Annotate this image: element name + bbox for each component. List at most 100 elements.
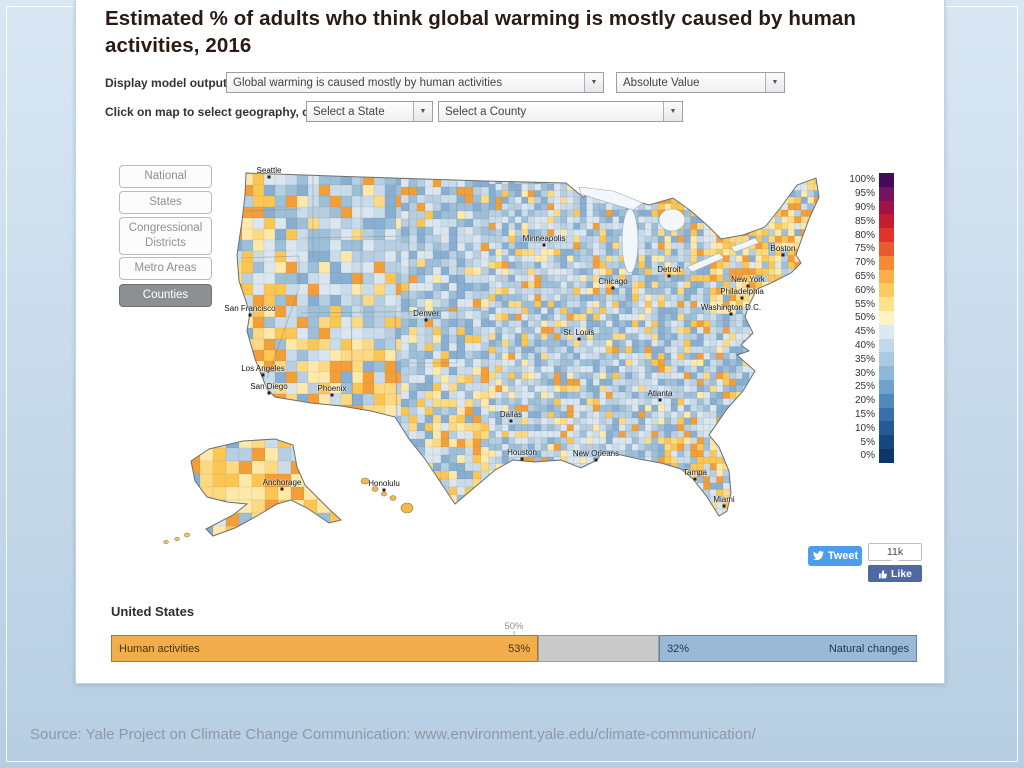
legend-entry-label: 100% [849,174,875,186]
legend-entry: 40% [839,338,894,353]
legend-entry-label: 75% [854,243,875,255]
legend-color-swatch [879,421,894,436]
legend-entry: 90% [839,200,894,215]
chevron-down-icon[interactable]: ▼ [765,73,784,92]
alaska-county-mosaic [191,439,341,536]
legend-entry: 25% [839,379,894,394]
legend-entry: 35% [839,352,894,367]
source-attribution: Source: Yale Project on Climate Change C… [30,726,756,743]
legend-color-swatch [879,241,894,256]
model-output-select[interactable]: Global warming is caused mostly by human… [226,72,604,93]
legend-color-swatch [879,366,894,380]
legend-color-swatch [879,338,894,353]
legend-color-swatch [879,352,894,367]
model-output-select-value: Global warming is caused mostly by human… [233,76,503,89]
legend-entry-label: 80% [854,229,875,241]
hawaii-islands [360,477,414,514]
legend-entry-label: 50% [854,312,875,324]
legend-entry: 20% [839,393,894,408]
twitter-bird-icon [812,551,824,561]
us-bar-chart: United States 50% Human activities 53% 32… [111,604,917,662]
facebook-widget: 11k Like [868,543,922,582]
legend-entry: 85% [839,214,894,229]
legend-color-swatch [879,393,894,408]
legend-color-swatch [879,379,894,394]
legend-entry-label: 30% [854,367,875,379]
legend-entry-label: 20% [854,395,875,407]
legend-color-swatch [879,186,894,201]
legend-color-swatch [879,297,894,311]
color-scale-legend: 100% 95% 90% 85% 80% 75% 70% 65% 60% 55% 50% 45% 40%… [839,173,894,463]
legend-color-swatch [879,214,894,229]
legend-entry-label: 65% [854,270,875,282]
us-county-map[interactable] [151,163,821,548]
state-select[interactable]: Select a State ▼ [306,101,433,122]
legend-entry-label: 70% [854,257,875,269]
geo-button-national[interactable]: National [119,165,212,188]
map-area: Seattle Minneapolis Boston Detroit Chicago Ne… [151,163,821,551]
us-outline [236,172,820,517]
value-type-select-value: Absolute Value [623,76,700,89]
legend-color-swatch [879,407,894,422]
state-select-value: Select a State [313,105,385,118]
legend-entry: 100% [839,173,894,187]
legend-color-swatch [879,173,894,187]
bar-series-label: Human activities [119,642,200,655]
legend-entry: 95% [839,186,894,201]
legend-entry: 75% [839,241,894,256]
legend-entry: 60% [839,283,894,298]
aleutian-islands [163,532,191,544]
county-select-value: Select a County [445,105,527,118]
legend-color-swatch [879,200,894,215]
county-select[interactable]: Select a County ▼ [438,101,683,122]
great-lakes [578,186,760,274]
legend-entry-label: 55% [854,298,875,310]
legend-color-swatch [879,283,894,298]
legend-color-swatch [879,228,894,242]
legend-entry: 55% [839,297,894,311]
legend-color-swatch [879,448,894,463]
geo-button-congressional-districts[interactable]: Congressional Districts [119,217,212,255]
legend-entry-label: 35% [854,353,875,365]
bar-series-label: Natural changes [828,642,909,655]
state-borders [240,175,458,417]
chevron-down-icon[interactable]: ▼ [663,102,682,121]
legend-entry: 45% [839,324,894,339]
tweet-button-label: Tweet [827,550,859,562]
legend-color-swatch [879,269,894,284]
legend-entry: 50% [839,310,894,325]
geo-button-metro-areas[interactable]: Metro Areas [119,257,212,280]
like-button-label: Like [890,567,912,580]
legend-entry: 80% [839,228,894,242]
fifty-percent-tick: 50% [504,621,524,632]
like-count-bubble: 11k [868,543,922,561]
legend-entry-label: 10% [854,422,875,434]
legend-entry-label: 95% [854,188,875,200]
geo-button-states[interactable]: States [119,191,212,214]
bar-segment-gap [538,635,660,662]
legend-color-swatch [879,324,894,339]
alaska-outline [190,438,343,537]
bar-row: 50% Human activities 53% 32% Natural chang… [111,621,917,662]
legend-entry: 0% [839,448,894,463]
chevron-down-icon[interactable]: ▼ [584,73,603,92]
legend-entry: 5% [839,435,894,449]
content-card: Estimated % of adults who think global w… [75,0,945,684]
legend-entry-label: 60% [854,284,875,296]
legend-entry-label: 40% [854,339,875,351]
legend-color-swatch [879,310,894,325]
legend-entry: 10% [839,421,894,436]
county-mosaic [237,173,819,516]
value-type-select[interactable]: Absolute Value ▼ [616,72,785,93]
chevron-down-icon[interactable]: ▼ [413,102,432,121]
legend-color-swatch [879,435,894,449]
tweet-button[interactable]: Tweet [808,546,862,566]
like-button[interactable]: Like [868,565,922,582]
bar-series-value: 32% [667,642,690,655]
geo-button-counties[interactable]: Counties [119,284,212,307]
legend-entry-label: 85% [854,215,875,227]
legend-entry-label: 5% [860,436,875,448]
legend-entry-label: 45% [854,326,875,338]
legend-entry-label: 25% [854,381,875,393]
bar-segment-natural: 32% Natural changes [659,635,917,662]
